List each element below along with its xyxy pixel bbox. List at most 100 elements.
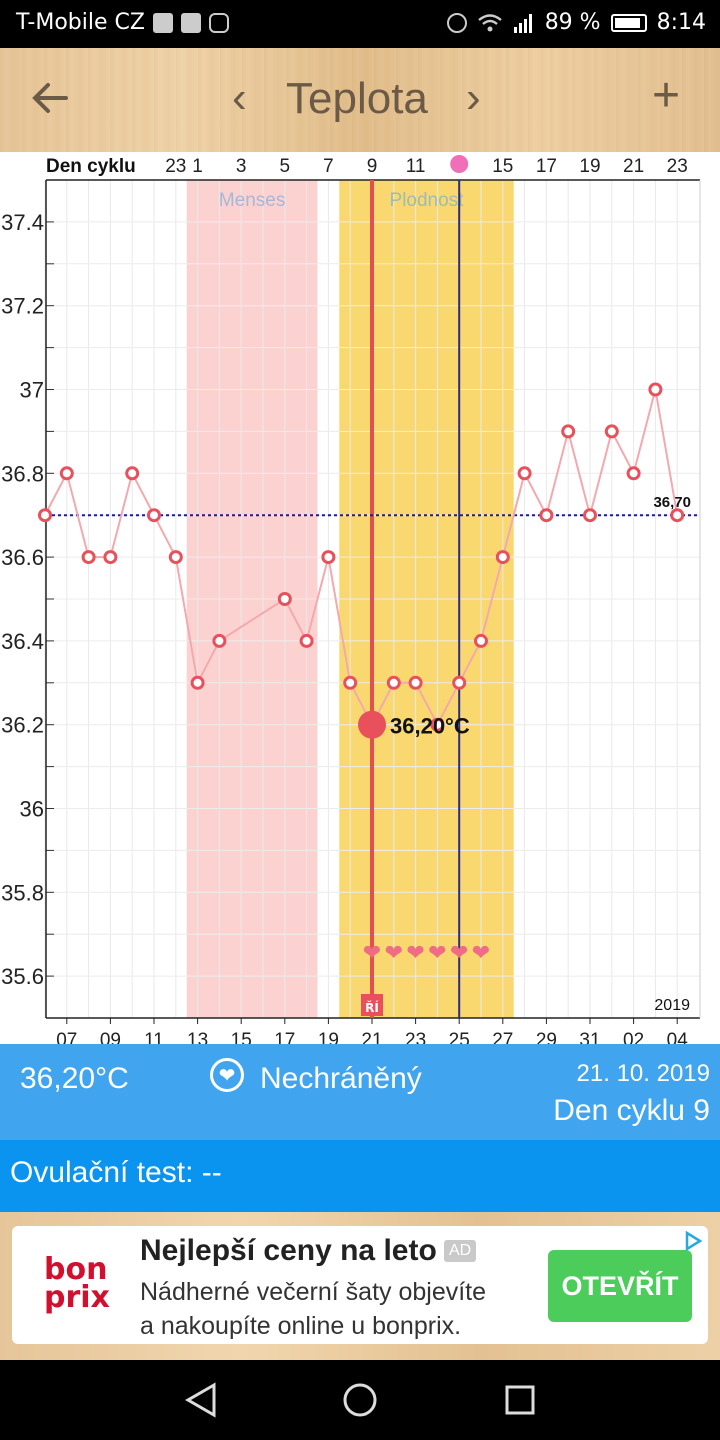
x-tick-label: 04 [667, 1030, 689, 1044]
top-tick-label: 23 [165, 156, 186, 177]
page-title: Teplota [286, 74, 428, 123]
cycle-day: Den cyklu 9 [553, 1094, 710, 1127]
top-tick-label: 17 [536, 156, 557, 177]
data-point [583, 508, 597, 523]
selected-data-point [358, 710, 386, 739]
chart-svg[interactable]: Menses Plodnost37.437.23736.836.636.436.2… [0, 152, 720, 1051]
data-point [81, 550, 96, 565]
temperature-chart[interactable]: Menses Plodnost 37.4 37.2 37 36.8 36.6 36.4 36.2… [0, 152, 720, 1051]
top-tick-label: 23 [667, 156, 688, 177]
x-tick-label: 02 [623, 1030, 644, 1044]
data-point [670, 508, 685, 523]
y-tick-label: 36.6 [1, 545, 44, 570]
top-tick-label: 9 [367, 156, 378, 177]
ad-card[interactable]: bon prix Nejlepší ceny na leto AD Nádher… [12, 1226, 708, 1344]
data-point [648, 382, 663, 397]
data-point [147, 508, 161, 523]
ovulation-test-label: Ovulační test: -- [10, 1156, 222, 1189]
x-tick-label: 21 [361, 1030, 382, 1044]
clock: 8:14 [656, 10, 706, 35]
data-point [430, 717, 445, 732]
fertile-label: Plodnost [390, 190, 465, 211]
intercourse-heart-icon: ❤ [385, 941, 403, 966]
mail-icon [180, 12, 201, 33]
intercourse-heart-icon: ❤ [363, 941, 381, 966]
y-tick-label: 36 [20, 797, 44, 822]
y-tick-label: 37.4 [1, 210, 44, 235]
temperature-series-line [44, 389, 679, 727]
facebook-icon [152, 12, 173, 33]
wifi-icon [477, 13, 502, 31]
triangle-back-icon[interactable] [184, 1382, 218, 1418]
data-point [168, 550, 183, 565]
data-point [103, 550, 118, 565]
top-tick-label: 1 [192, 156, 203, 177]
y-tick-label: 36.2 [1, 713, 44, 738]
ad-banner[interactable]: bon prix Nejlepší ceny na leto AD Nádher… [0, 1212, 720, 1360]
arrow-left-icon[interactable] [32, 82, 68, 114]
carrier-name: T-Mobile CZ [16, 10, 145, 35]
square-recents-icon[interactable] [504, 1384, 536, 1416]
data-point [190, 675, 205, 690]
app-header: ‹ Teplota › + [0, 48, 720, 152]
y-tick-label: 36.8 [1, 461, 44, 486]
data-point [452, 675, 467, 690]
system-nav-bar [0, 1360, 720, 1440]
circle-home-icon[interactable] [342, 1382, 378, 1418]
year-label: 2019 [654, 997, 690, 1014]
top-tick-label: 19 [579, 156, 600, 177]
x-tick-label: 15 [231, 1030, 252, 1044]
data-point [59, 466, 74, 481]
bonprix-logo: bon prix [44, 1255, 110, 1315]
signal-icon [513, 13, 532, 33]
top-tick-label: 21 [623, 156, 644, 177]
top-tick-label: 5 [280, 156, 291, 177]
data-point [604, 424, 619, 439]
data-point [125, 466, 140, 481]
data-point [343, 675, 358, 690]
x-tick-label: 11 [144, 1030, 164, 1044]
x-tick-label: 25 [449, 1030, 470, 1044]
top-tick-label: 15 [492, 156, 513, 177]
baseline-label: 36,70 [653, 494, 691, 511]
x-tick-label: 19 [318, 1030, 339, 1044]
next-button[interactable]: › [466, 73, 481, 122]
event-marker-icon [361, 994, 383, 1016]
data-point [561, 424, 576, 439]
intercourse-heart-icon: ❤ [428, 941, 446, 966]
x-tick-label: 07 [56, 1030, 77, 1044]
add-button[interactable]: + [652, 69, 681, 122]
x-tick-label: 27 [492, 1030, 513, 1044]
open-button[interactable]: OTEVŘÍT [548, 1250, 692, 1322]
y-tick-label: 35.6 [1, 964, 44, 989]
selected-temperature: 36,20°C [20, 1062, 129, 1095]
ovulation-dot [450, 155, 469, 173]
menses-label: Menses [219, 190, 286, 211]
data-point [212, 633, 227, 648]
data-point [386, 675, 401, 690]
ad-text-line2: a nakoupíte online u bonprix. [140, 1312, 462, 1340]
selected-date: 21. 10. 2019 [576, 1060, 710, 1087]
instagram-icon [208, 12, 229, 33]
x-tick-label: 13 [187, 1030, 208, 1044]
status-bar: T-Mobile CZ 89 % 8:14 [0, 0, 720, 48]
y-tick-label: 37 [20, 378, 44, 403]
prev-button[interactable]: ‹ [232, 73, 247, 122]
x-tick-label: 23 [405, 1030, 426, 1044]
top-tick-label: 7 [323, 156, 334, 177]
x-tick-label: 31 [579, 1030, 600, 1044]
data-point [539, 508, 554, 523]
logo-bottom: prix [44, 1280, 110, 1315]
data-point [517, 466, 532, 481]
protection-status: Nechráněný [260, 1062, 422, 1095]
battery-percent: 89 % [544, 10, 601, 35]
x-tick-label: 29 [536, 1030, 557, 1044]
ovulation-test-bar[interactable]: Ovulační test: -- [0, 1140, 720, 1212]
heart-icon: ❤ [210, 1058, 244, 1092]
top-axis-label: Den cyklu [46, 156, 136, 177]
adchoices-icon[interactable] [682, 1230, 704, 1252]
intercourse-heart-icon: ❤ [450, 941, 468, 966]
data-point [299, 633, 314, 648]
data-point [495, 550, 510, 565]
info-bar: 36,20°C ❤ Nechráněný 21. 10. 2019 Den cy… [0, 1044, 720, 1140]
